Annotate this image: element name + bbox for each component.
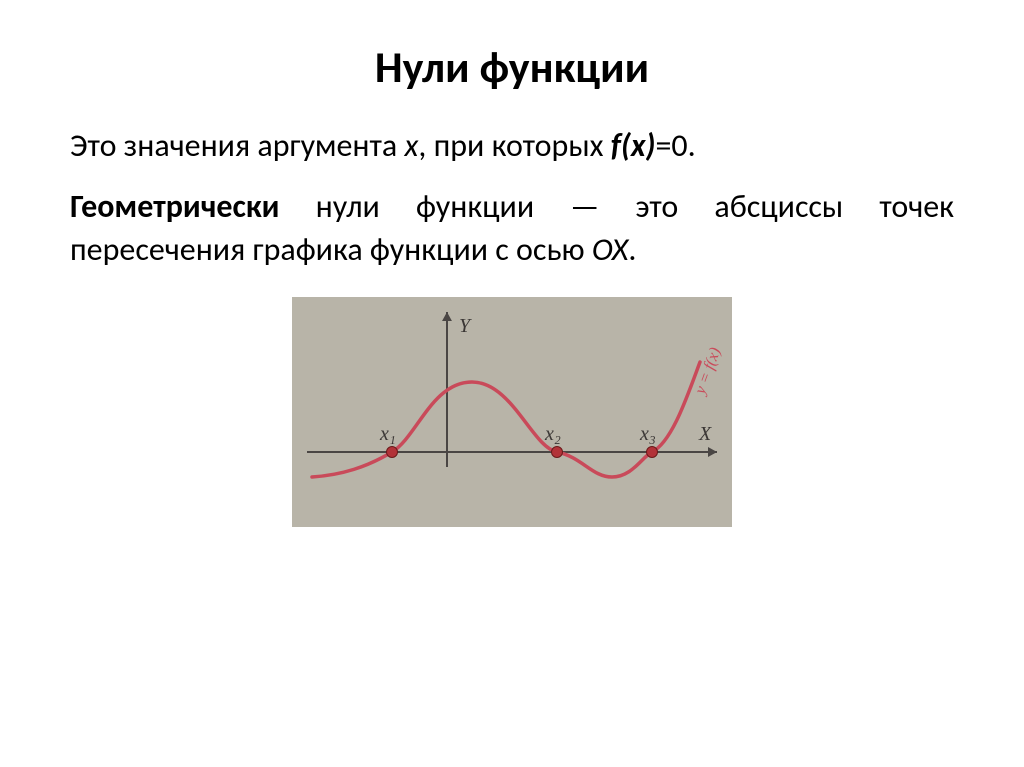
geometric-paragraph: Геометрически нули функции — это абсцисс… [70,185,954,271]
text-run: , при которых [418,126,610,165]
text-run: Это значения аргумента [70,126,404,165]
text-run-italic-x: x [404,126,418,165]
svg-text:Y: Y [459,315,472,337]
text-run-fx: f(x) [611,126,656,165]
text-run-bold-geom: Геометрически [70,187,279,226]
page-title: Нули функции [70,40,954,94]
definition-paragraph: Это значения аргумента x, при которых f(… [70,124,954,167]
function-graph: x₁x₂x₃YXy = f(x) [292,297,732,527]
text-run: =0. [655,126,695,165]
svg-text:x₁: x₁ [379,423,396,445]
svg-text:X: X [698,423,712,445]
text-run: . [628,230,636,269]
svg-text:x₂: x₂ [544,423,561,445]
svg-text:x₃: x₃ [639,423,656,445]
text-run-italic-ox: OX [592,230,629,269]
